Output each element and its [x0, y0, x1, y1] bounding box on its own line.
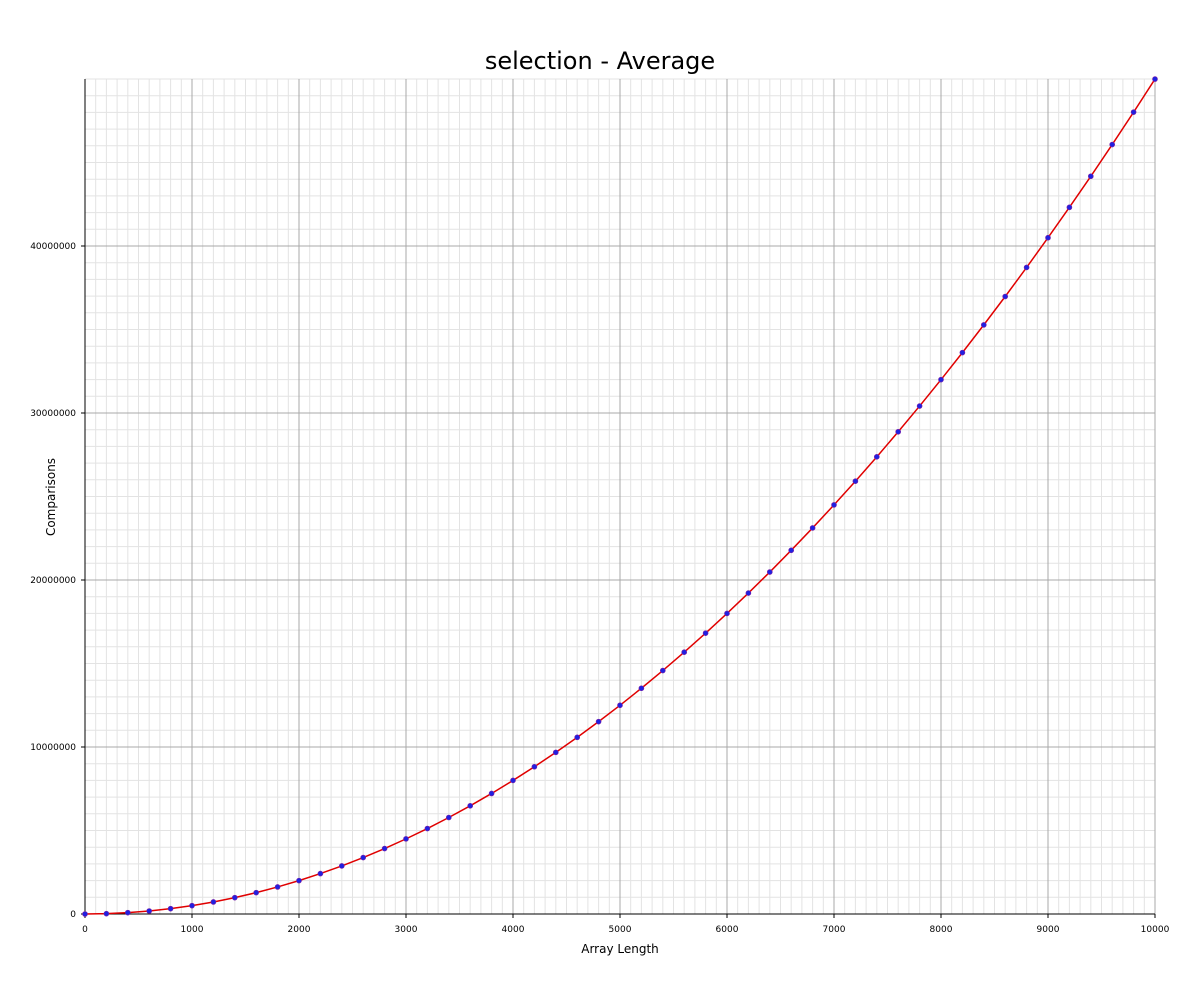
x-tick-label: 3000 — [395, 925, 418, 935]
data-point — [702, 630, 709, 636]
data-point — [146, 908, 152, 914]
data-point — [360, 854, 367, 861]
data-point — [1023, 264, 1030, 271]
data-point — [938, 376, 944, 383]
data-point — [167, 905, 174, 912]
y-tick-label: 40000000 — [30, 242, 76, 252]
data-point — [82, 911, 88, 917]
data-point — [1066, 204, 1073, 211]
data-point — [488, 790, 495, 797]
data-point — [873, 454, 880, 460]
x-tick-label: 4000 — [502, 925, 525, 935]
data-point — [659, 667, 666, 674]
data-point — [809, 525, 816, 531]
data-point — [232, 894, 238, 901]
data-point — [210, 899, 217, 905]
data-point — [317, 870, 324, 877]
data-point — [745, 590, 752, 596]
x-tick-label: 5000 — [609, 925, 632, 935]
data-point — [766, 569, 773, 575]
data-point — [445, 814, 452, 821]
data-point — [681, 649, 688, 655]
x-tick-label: 6000 — [716, 925, 739, 935]
data-point — [125, 909, 131, 916]
y-tick-label: 10000000 — [30, 743, 76, 753]
data-point — [296, 877, 302, 884]
data-point — [1152, 76, 1158, 82]
data-point — [338, 863, 345, 869]
x-tick-label: 1000 — [181, 925, 204, 935]
data-point — [638, 685, 645, 692]
data-point — [103, 910, 110, 917]
chart-title: selection - Average — [485, 47, 715, 75]
plot-series — [82, 76, 1158, 917]
data-point — [617, 702, 623, 709]
data-point — [916, 403, 923, 409]
y-tick-label: 20000000 — [30, 576, 76, 586]
data-point — [574, 734, 581, 741]
data-point — [1002, 293, 1009, 300]
x-tick-label: 0 — [82, 925, 88, 935]
x-tick-label: 7000 — [823, 925, 846, 935]
data-point — [424, 825, 431, 832]
data-point — [980, 322, 987, 328]
x-axis-label: Array Length — [581, 942, 659, 956]
data-point — [595, 718, 602, 725]
x-tick-label: 10000 — [1141, 925, 1170, 935]
data-point — [1045, 234, 1051, 241]
x-tick-label: 9000 — [1037, 925, 1060, 935]
x-tick-label: 2000 — [288, 925, 311, 935]
y-tick-label: 30000000 — [30, 409, 76, 419]
data-point — [852, 478, 859, 484]
data-point — [274, 884, 281, 890]
data-point — [1088, 173, 1094, 180]
x-axis-ticks: 0 1000 2000 3000 4000 5000 6000 7000 8000 9000 100… — [82, 914, 1170, 935]
x-tick-label: 8000 — [930, 925, 953, 935]
data-point — [510, 777, 516, 784]
y-tick-label: 0 — [70, 910, 76, 920]
data-point — [253, 889, 260, 896]
data-point — [381, 845, 388, 852]
data-point — [959, 349, 966, 356]
data-point — [724, 610, 730, 617]
data-point — [788, 547, 795, 554]
data-point — [531, 763, 538, 770]
data-point — [1130, 109, 1137, 115]
data-point — [1109, 141, 1115, 148]
data-point — [831, 502, 837, 508]
data-point — [467, 803, 474, 809]
data-point — [189, 902, 195, 909]
data-point — [895, 428, 902, 435]
y-axis-label: Comparisons — [44, 458, 58, 536]
data-point — [552, 749, 559, 756]
data-point — [403, 836, 409, 842]
